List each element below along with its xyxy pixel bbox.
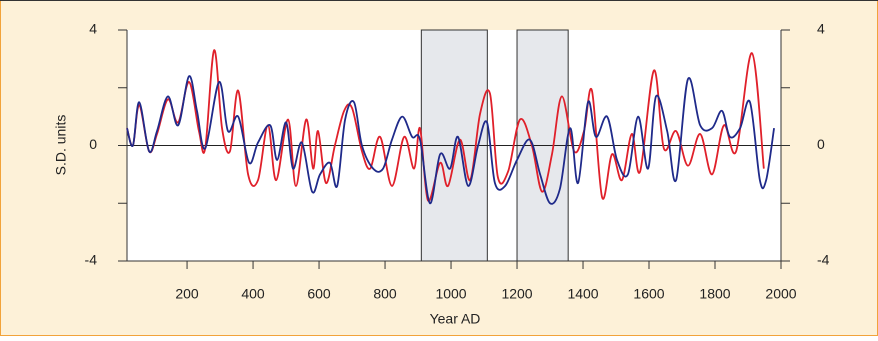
- x-tick-label: 1400: [567, 286, 598, 302]
- y-tick-label-right: 0: [817, 136, 825, 152]
- series-line: [126, 75, 775, 205]
- y-tick-label: 4: [89, 21, 97, 37]
- x-tick-label: 400: [241, 286, 265, 302]
- x-tick-label: 600: [307, 286, 331, 302]
- y-tick-label-right: 4: [817, 21, 825, 37]
- x-tick-label: 1200: [501, 286, 532, 302]
- series-line: [126, 49, 765, 202]
- x-tick-label: 2000: [765, 286, 796, 302]
- x-tick-label: 1600: [633, 286, 664, 302]
- x-tick-label: 1800: [699, 286, 730, 302]
- y-tick-label: 0: [89, 136, 97, 152]
- y-tick-label: -4: [85, 252, 98, 268]
- y-axis-label: S.D. units: [53, 115, 69, 176]
- x-tick-label: 1000: [435, 286, 466, 302]
- x-tick-label: 800: [373, 286, 397, 302]
- x-axis-label: Year AD: [430, 311, 481, 327]
- y-tick-label-right: -4: [817, 252, 830, 268]
- x-tick-label: 200: [175, 286, 199, 302]
